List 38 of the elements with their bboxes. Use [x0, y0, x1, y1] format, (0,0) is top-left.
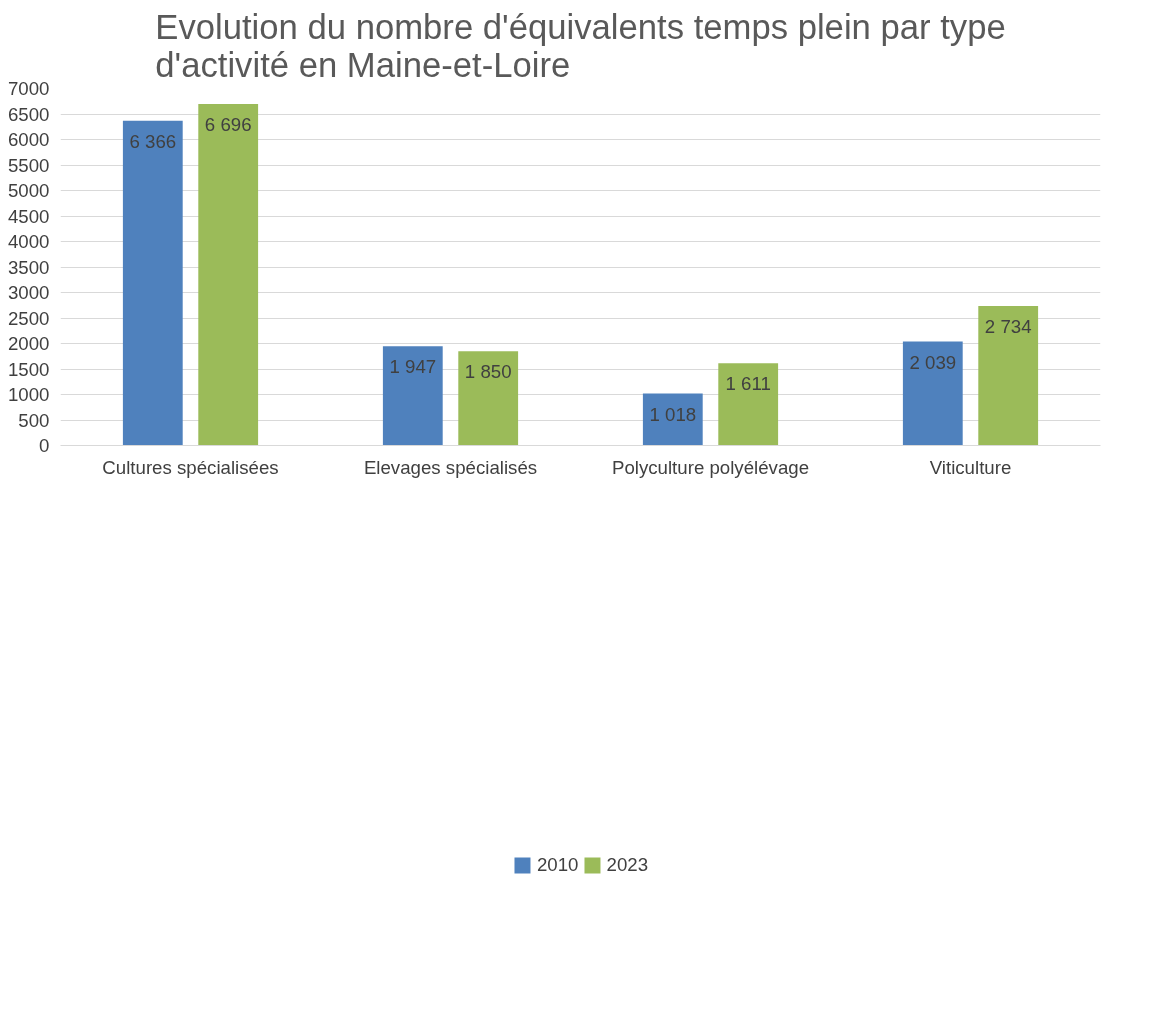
y-tick-label: 500 — [18, 409, 50, 431]
data-label: 1 018 — [649, 403, 697, 425]
legend-label: 2010 — [536, 853, 579, 876]
bar — [978, 306, 1039, 446]
x-tick-label: Polyculture polyélévage — [611, 456, 810, 478]
bar — [458, 351, 519, 446]
y-tick-label: 0 — [39, 435, 50, 456]
y-tick-label: 2000 — [8, 333, 50, 354]
y-tick-label: 5000 — [8, 180, 50, 201]
bar — [902, 341, 963, 446]
y-tick-label: 4000 — [8, 231, 50, 252]
data-label: 1 947 — [389, 356, 437, 378]
x-tick-label: Viticulture — [929, 456, 1012, 478]
y-tick-label: 7000 — [8, 78, 50, 99]
y-tick-label: 6500 — [8, 103, 50, 125]
bar — [198, 104, 259, 446]
y-tick-label: 4500 — [8, 205, 50, 227]
data-label: 1 850 — [464, 361, 512, 383]
bar — [122, 120, 183, 446]
data-label: 2 734 — [984, 316, 1032, 338]
bar — [642, 393, 703, 446]
data-label: 6 696 — [204, 114, 252, 135]
y-tick-label: 1500 — [8, 358, 50, 380]
y-tick-label: 3000 — [8, 282, 50, 303]
data-label: 2 039 — [909, 351, 957, 373]
x-tick-label: Elevages spécialisés — [363, 456, 538, 478]
y-tick-label: 3500 — [8, 256, 50, 278]
x-tick-label: Cultures spécialisées — [102, 456, 279, 478]
bar — [382, 346, 443, 446]
y-tick-label: 1000 — [8, 384, 50, 405]
y-tick-label: 2500 — [8, 307, 50, 329]
chart-title: Evolution du nombre d'équivalents temps plein par type d'activité en Maine-et-Loire — [155, 7, 1006, 84]
data-label: 1 611 — [725, 373, 771, 395]
bar — [718, 363, 779, 446]
y-tick-label: 5500 — [8, 154, 50, 176]
data-label: 6 366 — [129, 130, 177, 152]
y-tick-label: 6000 — [8, 129, 50, 150]
legend-label: 2023 — [606, 853, 649, 876]
